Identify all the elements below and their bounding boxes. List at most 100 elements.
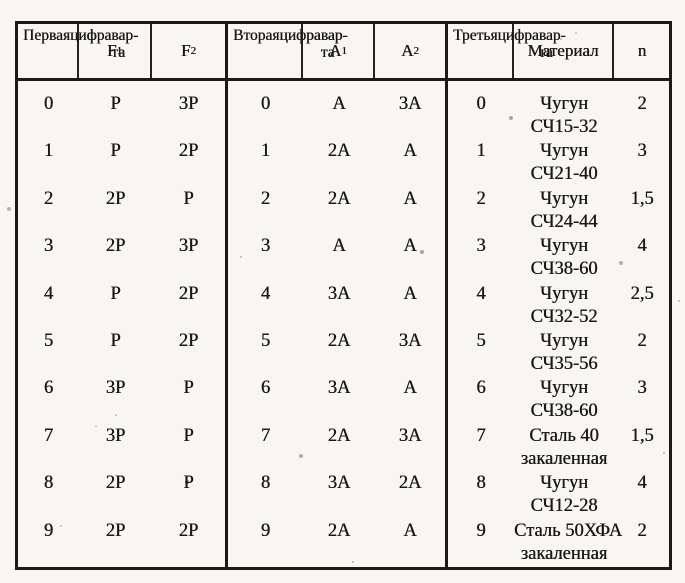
- variant-digit: 0: [260, 94, 271, 115]
- A2-value: A: [403, 236, 417, 257]
- variant-digit: 9: [476, 520, 486, 541]
- table-row: 5 Чугун СЧ35-56 2: [448, 330, 670, 377]
- symbol-base: F: [181, 41, 191, 61]
- F1-value: 2P: [105, 473, 126, 494]
- material-cell: Чугун СЧ12-28: [514, 472, 614, 518]
- F2-value: P: [183, 188, 194, 209]
- material-name: Сталь 50ХФА: [514, 520, 623, 541]
- section-second-body: 0 A 3A 1 2A A 2 2A A 3 A: [228, 81, 445, 567]
- table-row: 5 2A 3A: [228, 330, 445, 377]
- header-first-digit-label: Первая цифра вар-та: [18, 24, 138, 79]
- table-row: 0 P 3P: [18, 93, 225, 140]
- table-row: 7 3P P: [18, 425, 225, 472]
- F1-value: P: [110, 283, 121, 304]
- material-cell: Сталь 50ХФА закаленная: [514, 520, 623, 566]
- material-grade: СЧ12-28: [530, 496, 598, 517]
- header-third-digit-label: Третья цифра вар-та: [448, 24, 566, 79]
- A1-value: 2A: [327, 188, 351, 209]
- symbol-base: A: [401, 41, 414, 61]
- material-grade: СЧ32-52: [530, 306, 598, 327]
- table-row: 8 3A 2A: [228, 472, 445, 519]
- symbol-base: A: [329, 41, 342, 61]
- table-row: 3 Чугун СЧ38-60 4: [448, 235, 670, 282]
- F2-value: 2P: [178, 520, 199, 541]
- F1-value: P: [110, 331, 121, 352]
- variant-digit: 3: [260, 236, 271, 257]
- material-grade: закаленная: [520, 543, 608, 564]
- table-row: 7 2A 3A: [228, 425, 445, 472]
- material-cell: Чугун СЧ35-56: [514, 330, 614, 376]
- header-line: цифра: [497, 27, 539, 44]
- A2-value: A: [403, 141, 417, 162]
- header-line: вар-та: [538, 27, 566, 61]
- variant-digit: 1: [43, 141, 54, 162]
- n-value: 2: [637, 94, 647, 115]
- variant-digit: 5: [476, 331, 486, 352]
- A1-value: 2A: [327, 141, 351, 162]
- material-grade: СЧ21-40: [530, 164, 598, 185]
- table-row: 5 P 2P: [18, 330, 225, 377]
- F2-value: 2P: [178, 141, 199, 162]
- n-value: 2: [637, 520, 647, 541]
- F1-value: 2P: [105, 236, 126, 257]
- material-name: Чугун: [539, 473, 588, 494]
- A1-value: 3A: [327, 473, 351, 494]
- F2-value: 2P: [178, 283, 199, 304]
- material-name: Чугун: [539, 141, 588, 162]
- n-value: 4: [637, 473, 647, 494]
- F1-value: 3P: [105, 378, 126, 399]
- variant-digit: 6: [476, 378, 486, 399]
- material-grade: закаленная: [520, 448, 608, 469]
- table-row: 8 2P P: [18, 472, 225, 519]
- F1-value: 2P: [105, 188, 126, 209]
- F2-value: 2P: [178, 331, 199, 352]
- header-line: вар-та: [320, 27, 348, 61]
- A1-value: 3A: [327, 283, 351, 304]
- table-row: 8 Чугун СЧ12-28 4: [448, 472, 670, 519]
- table-row: 1 2A A: [228, 140, 445, 187]
- variant-digit: 7: [260, 425, 271, 446]
- F1-value: 2P: [105, 520, 126, 541]
- table-row: 0 Чугун СЧ15-32 2: [448, 93, 670, 140]
- A1-value: 2A: [327, 520, 351, 541]
- A2-value: A: [403, 283, 417, 304]
- material-name: Чугун: [539, 283, 588, 304]
- A2-value: A: [403, 378, 417, 399]
- table-row: 2 2A A: [228, 188, 445, 235]
- material-name: Чугун: [539, 94, 588, 115]
- variant-digit: 6: [260, 378, 271, 399]
- F1-value: P: [110, 141, 121, 162]
- variant-digit: 8: [476, 473, 486, 494]
- A2-value: A: [403, 520, 417, 541]
- A2-value: 3A: [398, 331, 422, 352]
- variant-digit: 3: [43, 236, 54, 257]
- table-row: 0 A 3A: [228, 93, 445, 140]
- n-value: 3: [637, 141, 647, 162]
- variant-digit: 6: [43, 378, 54, 399]
- scan-noise: [0, 0, 2, 2]
- variant-digit: 5: [260, 331, 271, 352]
- n-value: 1,5: [630, 188, 654, 209]
- variant-digit: 2: [476, 188, 486, 209]
- section-third-body: 0 Чугун СЧ15-32 2 1 Чугун СЧ21-40 3: [448, 81, 670, 567]
- material-grade: СЧ38-60: [530, 401, 598, 422]
- F1-value: 3P: [105, 425, 126, 446]
- n-value: 4: [637, 236, 647, 257]
- n-value: 2: [637, 331, 647, 352]
- variant-digit: 4: [260, 283, 271, 304]
- header-line: цифра: [69, 27, 112, 44]
- header-n: n: [637, 41, 647, 61]
- variant-digit: 7: [43, 425, 54, 446]
- table-row: 2 2P P: [18, 188, 225, 235]
- section-third-header: Третья цифра вар-та Материал n: [448, 24, 670, 82]
- material-grade: СЧ24-44: [530, 211, 598, 232]
- A1-value: 2A: [327, 331, 351, 352]
- material-cell: Чугун СЧ24-44: [514, 188, 614, 234]
- n-value: 3: [637, 378, 647, 399]
